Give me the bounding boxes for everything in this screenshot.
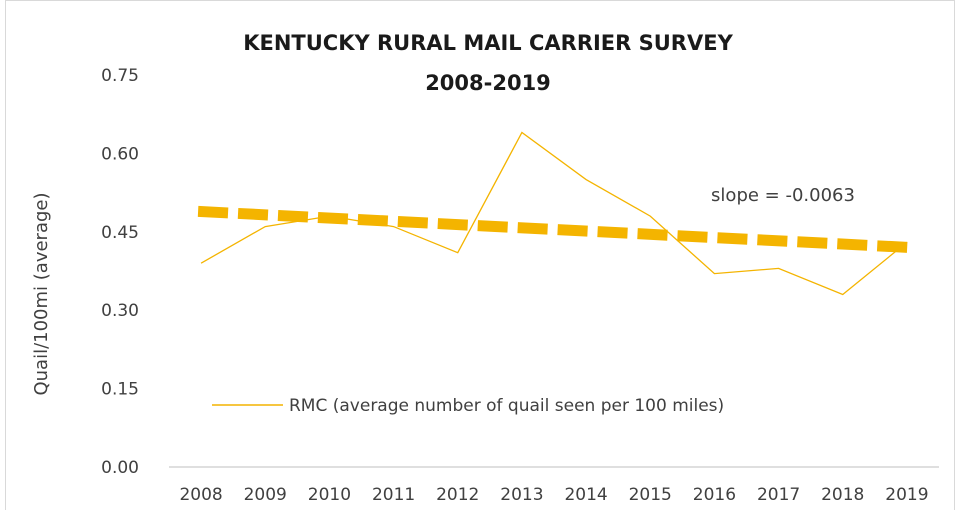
y-axis-title: Quail/100mi (average) bbox=[31, 192, 52, 395]
data-point bbox=[520, 130, 524, 134]
data-point bbox=[584, 178, 588, 182]
data-point bbox=[456, 251, 460, 255]
x-tick-label: 2017 bbox=[757, 485, 800, 505]
y-tick-label: 0.30 bbox=[101, 301, 139, 321]
data-point bbox=[392, 225, 396, 229]
x-tick-label: 2009 bbox=[244, 485, 287, 505]
y-tick-label: 0.75 bbox=[101, 66, 139, 86]
chart-frame bbox=[5, 0, 955, 510]
trendline bbox=[197, 205, 911, 253]
y-tick-label: 0.15 bbox=[101, 380, 139, 400]
x-tick-label: 2010 bbox=[308, 485, 351, 505]
data-point bbox=[327, 214, 331, 218]
legend-label: RMC (average number of quail seen per 10… bbox=[289, 396, 724, 416]
y-tick-label: 0.60 bbox=[101, 144, 139, 164]
x-tick-label: 2012 bbox=[436, 485, 479, 505]
data-point bbox=[199, 261, 203, 265]
x-tick-label: 2008 bbox=[179, 485, 222, 505]
series-line bbox=[200, 131, 908, 296]
data-point bbox=[648, 214, 652, 218]
data-point bbox=[712, 272, 716, 276]
y-tick-label: 0.45 bbox=[101, 223, 139, 243]
x-tick-label: 2019 bbox=[885, 485, 928, 505]
x-tick-label: 2013 bbox=[500, 485, 543, 505]
data-point bbox=[841, 293, 845, 297]
x-tick-label: 2018 bbox=[821, 485, 864, 505]
x-tick-label: 2011 bbox=[372, 485, 415, 505]
chart-title-line-1: KENTUCKY RURAL MAIL CARRIER SURVEY bbox=[243, 31, 733, 55]
slope-annotation: slope = -0.0063 bbox=[711, 185, 855, 206]
x-tick-label: 2014 bbox=[564, 485, 607, 505]
y-tick-label: 0.00 bbox=[101, 458, 139, 478]
data-point bbox=[905, 240, 909, 244]
chart-title-line-2: 2008-2019 bbox=[425, 71, 551, 95]
data-point bbox=[263, 225, 267, 229]
x-tick-label: 2016 bbox=[693, 485, 736, 505]
data-point bbox=[777, 266, 781, 270]
x-tick-label: 2015 bbox=[629, 485, 672, 505]
